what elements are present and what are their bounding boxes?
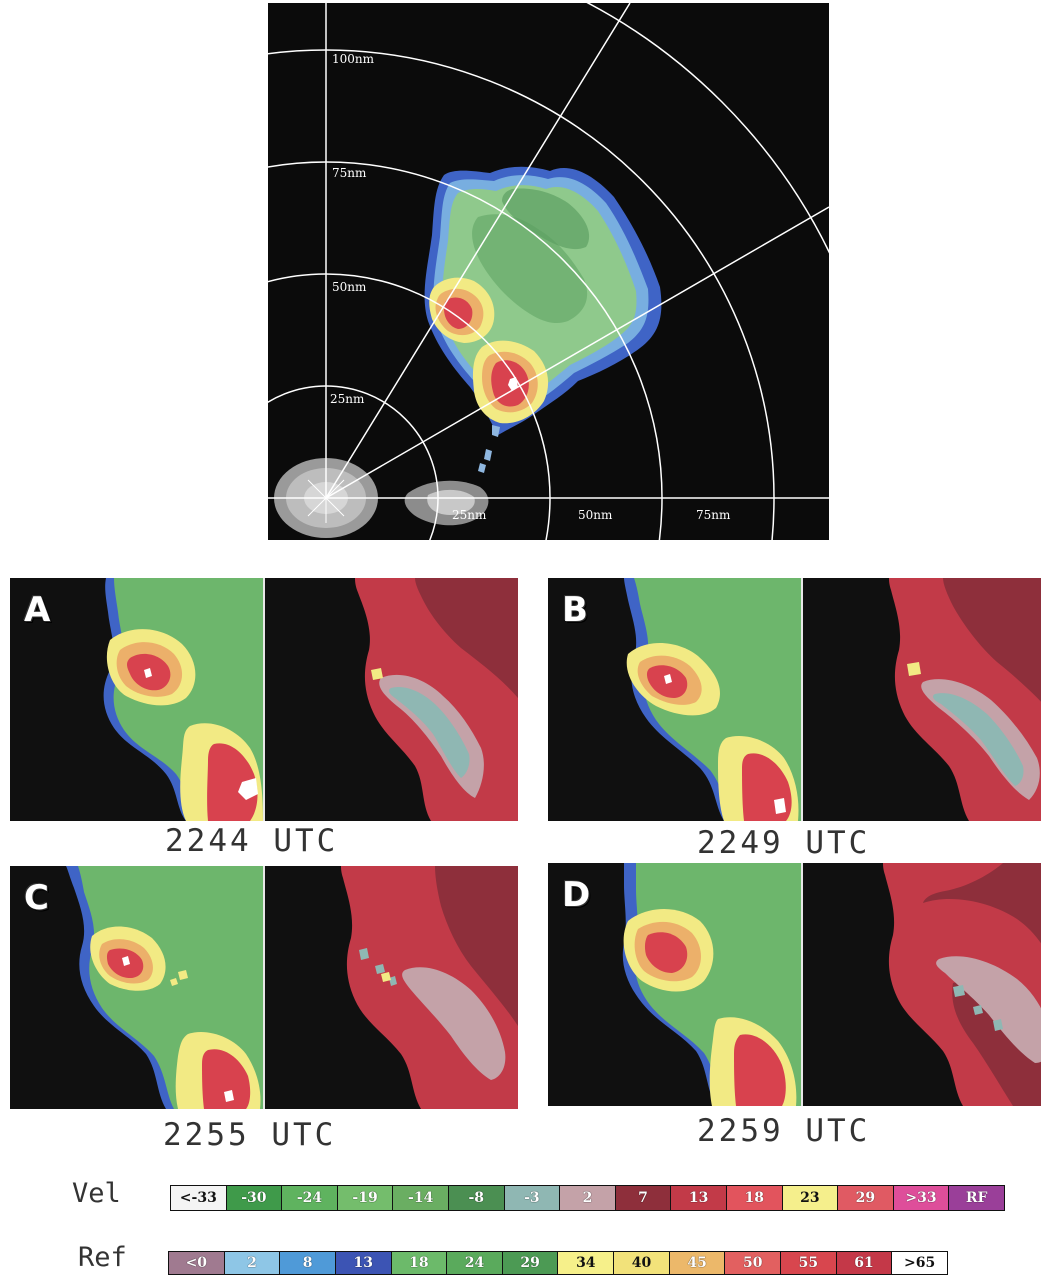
panel-letter-d: D [562, 875, 591, 915]
velocity-color-scale: <-33 -30 -24 -19 -14 -8 -3 2 7 13 18 23 29 >33 RF [170, 1185, 1005, 1211]
ground-clutter [274, 458, 489, 538]
velocity-scale-cell: <-33 [171, 1186, 227, 1210]
range-ring-labels: 25nm 50nm 75nm 100nm [330, 52, 375, 406]
velocity-scale-cell: 13 [671, 1186, 727, 1210]
panel-b-divider [801, 578, 803, 821]
velocity-scale-cell: -14 [393, 1186, 449, 1210]
reflectivity-legend-name: Ref [78, 1242, 127, 1273]
panel-d-divider [801, 863, 803, 1106]
echo-trailing-spots [478, 425, 500, 473]
reflectivity-scale-cell: 29 [502, 1252, 559, 1274]
range-ring-label: 25nm [330, 392, 365, 406]
x-tick-label: 25nm [452, 508, 487, 522]
velocity-scale-cell: 7 [615, 1186, 672, 1210]
panel-a: A [10, 578, 518, 821]
reflectivity-image-d [548, 863, 801, 1106]
reflectivity-scale-cell: 13 [335, 1252, 392, 1274]
velocity-scale-cell: 29 [838, 1186, 894, 1210]
panel-letter-a: A [24, 590, 51, 630]
panel-letter-c: C [24, 878, 49, 918]
echo-north-cell-red [444, 297, 473, 329]
echo-green-texture-2 [502, 188, 590, 250]
reflectivity-color-scale: <0 2 8 13 18 24 29 34 40 45 50 55 61 >65 [168, 1251, 948, 1275]
reflectivity-scale-cell: 2 [224, 1252, 281, 1274]
x-tick-labels: 25nm 50nm 75nm [452, 508, 731, 522]
velocity-scale-cell: -19 [337, 1186, 394, 1210]
reflectivity-image-a [10, 578, 263, 821]
panel-a-time: 2244 UTC [165, 823, 339, 859]
reflectivity-image-c [10, 866, 263, 1109]
reflectivity-scale-cell: <0 [169, 1252, 225, 1274]
overview-radar-image: 25nm 50nm 75nm 100nm 25nm 50nm 75nm [268, 3, 829, 540]
velocity-scale-cell: >33 [893, 1186, 950, 1210]
echo-green-texture [472, 214, 588, 324]
clutter-spokes [301, 473, 351, 523]
velocity-image-b [803, 578, 1041, 821]
panel-d: D [548, 863, 1041, 1106]
x-tick-label: 50nm [578, 508, 613, 522]
panel-c: C [10, 866, 518, 1109]
panel-b: B [548, 578, 1041, 821]
velocity-image-a [265, 578, 518, 821]
overview-radar-ppi: 25nm 50nm 75nm 100nm 25nm 50nm 75nm [268, 3, 829, 540]
range-ring-label: 50nm [332, 280, 367, 294]
reflectivity-scale-cell: 34 [558, 1252, 615, 1274]
velocity-image-c [265, 866, 518, 1109]
velocity-scale-cell: 23 [782, 1186, 839, 1210]
echo-south-cell-core [508, 377, 518, 391]
panel-c-divider [263, 866, 265, 1109]
panel-d-time: 2259 UTC [697, 1113, 871, 1149]
velocity-scale-cell: -30 [226, 1186, 283, 1210]
reflectivity-scale-cell: 55 [781, 1252, 837, 1274]
reflectivity-image-b [548, 578, 801, 821]
panel-a-divider [263, 578, 265, 821]
panel-c-time: 2255 UTC [163, 1117, 337, 1153]
velocity-scale-cell: -24 [282, 1186, 338, 1210]
velocity-image-d [803, 863, 1041, 1106]
velocity-scale-cell: 18 [726, 1186, 783, 1210]
velocity-scale-cell: -8 [448, 1186, 505, 1210]
velocity-scale-cell: -3 [504, 1186, 561, 1210]
velocity-scale-cell: RF [949, 1186, 1004, 1210]
reflectivity-scale-cell: 24 [447, 1252, 503, 1274]
x-tick-label: 75nm [696, 508, 731, 522]
reflectivity-scale-cell: 8 [280, 1252, 336, 1274]
reflectivity-scale-cell: 50 [725, 1252, 782, 1274]
azimuth-radials [268, 3, 829, 499]
panel-b-time: 2249 UTC [697, 825, 871, 861]
range-ring-label: 75nm [332, 166, 367, 180]
range-ring-label: 100nm [332, 52, 375, 66]
reflectivity-scale-cell: 45 [669, 1252, 726, 1274]
velocity-legend-name: Vel [72, 1178, 121, 1209]
reflectivity-scale-cell: 18 [391, 1252, 448, 1274]
reflectivity-scale-cell: 61 [836, 1252, 893, 1274]
reflectivity-scale-cell: 40 [614, 1252, 670, 1274]
velocity-scale-cell: 2 [560, 1186, 616, 1210]
reflectivity-scale-cell: >65 [892, 1252, 947, 1274]
panel-letter-b: B [562, 590, 588, 630]
